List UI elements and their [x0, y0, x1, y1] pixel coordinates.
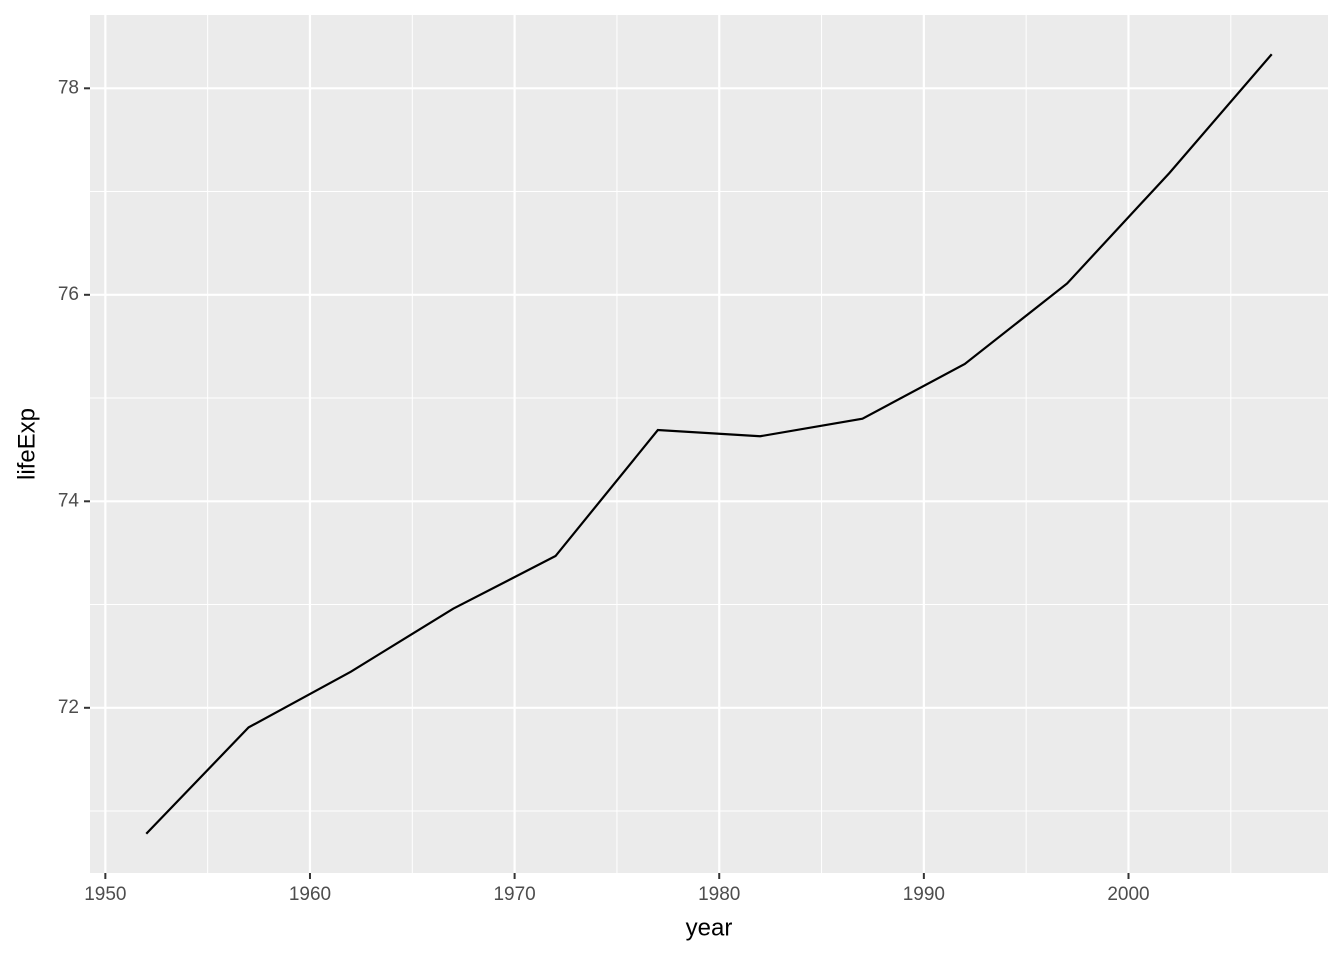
x-tick-label: 1960 [289, 884, 331, 905]
x-tick-label: 1990 [903, 884, 945, 905]
x-tick-label: 1950 [84, 884, 126, 905]
y-tick-label: 72 [58, 697, 79, 718]
x-tick-label: 2000 [1107, 884, 1149, 905]
x-tick-label: 1980 [698, 884, 740, 905]
y-axis-title: lifeExp [13, 408, 40, 480]
panel [90, 15, 1328, 873]
x-axis-title: year [686, 914, 733, 941]
y-tick-label: 74 [58, 490, 80, 511]
y-tick-label: 78 [58, 77, 79, 98]
x-tick-label: 1970 [493, 884, 535, 905]
y-tick-label: 76 [58, 284, 79, 305]
line [145, 53, 1273, 835]
